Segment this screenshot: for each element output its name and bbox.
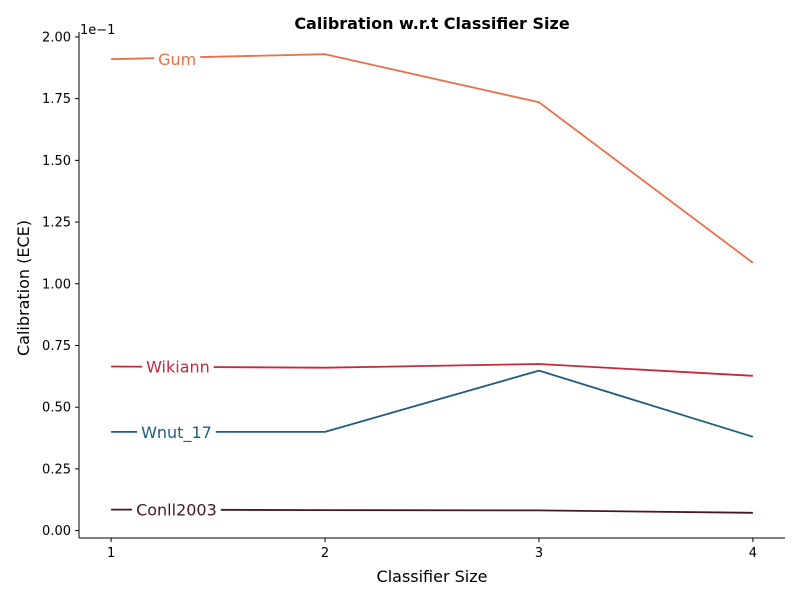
series-label-background [154,50,201,70]
y-tick-label: 1.25 [42,216,71,231]
y-tick-label: 0.25 [42,462,71,477]
series-gum: Gum [111,50,754,264]
series-label: Wikiann [146,357,210,376]
y-axis-label: Calibration (ECE) [14,220,33,356]
x-axis-label: Classifier Size [377,567,488,586]
x-axis-ticks: 1 2 3 4 [107,538,757,561]
series-line [111,363,753,377]
series-wnut-17: Wnut_17 [111,369,754,443]
series-line [111,369,754,438]
y-axis-ticks: 0.00 0.25 0.50 0.75 1.00 1.25 1.50 1.75 2.00 [42,30,79,539]
plot-area: Gum Wikiann Wnut_17 Conll2003 [111,50,754,520]
series-label: Gum [158,50,196,69]
series-wikiann: Wikiann [111,357,753,377]
y-tick-label: 1.00 [42,277,71,292]
y-tick-label: 2.00 [42,30,71,45]
x-tick-label: 4 [749,546,757,561]
y-tick-label: 0.00 [42,524,71,539]
y-tick-label: 1.75 [42,92,71,107]
x-tick-label: 1 [107,546,115,561]
x-tick-label: 2 [321,546,329,561]
chart-title: Calibration w.r.t Classifier Size [294,14,570,33]
y-axis-multiplier: 1e−1 [80,23,115,38]
x-tick-label: 3 [535,546,543,561]
y-tick-label: 1.50 [42,154,71,169]
y-tick-label: 0.50 [42,401,71,416]
series-label-background [137,422,216,443]
y-tick-label: 0.75 [42,339,71,354]
series-label-background [142,357,214,377]
series-line [111,53,754,264]
series-label: Wnut_17 [141,423,212,443]
series-conll2003: Conll2003 [111,500,753,520]
series-label-background [132,500,221,520]
series-label: Conll2003 [136,501,217,520]
